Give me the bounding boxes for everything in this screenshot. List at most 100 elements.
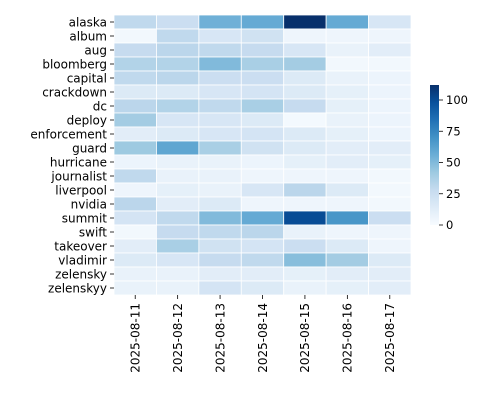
heatmap-cell-crackdown-2025-08-17 — [368, 84, 412, 100]
heatmap-cell-liverpool-2025-08-17 — [368, 182, 412, 198]
heatmap-cell-zelensky-2025-08-15 — [283, 266, 327, 282]
heatmap-cell-bloomberg-2025-08-11 — [113, 56, 157, 72]
heatmap-cell-hurricane-2025-08-13 — [198, 154, 242, 170]
x-tick-label-2025-08-17: 2025-08-17 — [383, 303, 397, 373]
heatmap-cell-enforcement-2025-08-12 — [156, 126, 200, 142]
heatmap-cell-summit-2025-08-15 — [283, 210, 327, 226]
heatmap-cell-zelenskyy-2025-08-14 — [240, 280, 285, 296]
heatmap-cell-bloomberg-2025-08-15 — [283, 56, 327, 72]
heatmap-cell-vladimir-2025-08-16 — [325, 252, 369, 268]
heatmap-cell-zelenskyy-2025-08-11 — [113, 280, 157, 296]
heatmap-cell-album-2025-08-11 — [113, 28, 157, 44]
heatmap-cell-liverpool-2025-08-11 — [113, 182, 157, 198]
heatmap-cell-aug-2025-08-11 — [113, 42, 157, 58]
y-tick-label-crackdown: crackdown — [42, 85, 107, 99]
heatmap-cell-zelenskyy-2025-08-16 — [325, 280, 369, 296]
heatmap-cell-summit-2025-08-12 — [156, 210, 200, 226]
heatmap-cell-guard-2025-08-17 — [368, 140, 412, 156]
heatmap-cell-guard-2025-08-13 — [198, 140, 242, 156]
heatmap-cell-bloomberg-2025-08-16 — [325, 56, 369, 72]
y-tick-label-aug: aug — [84, 43, 107, 57]
heatmap-cell-enforcement-2025-08-11 — [113, 126, 157, 142]
heatmap-cell-guard-2025-08-12 — [156, 140, 200, 156]
heatmap-cell-takeover-2025-08-11 — [113, 238, 157, 254]
heatmap-cell-hurricane-2025-08-14 — [240, 154, 285, 170]
x-tick-label-2025-08-12: 2025-08-12 — [171, 303, 185, 373]
heatmap-cell-deploy-2025-08-13 — [198, 112, 242, 128]
heatmap-cell-liverpool-2025-08-15 — [283, 182, 327, 198]
heatmap-cell-zelensky-2025-08-11 — [113, 266, 157, 282]
heatmap-cell-journalist-2025-08-14 — [240, 168, 285, 184]
heatmap-cell-zelenskyy-2025-08-12 — [156, 280, 200, 296]
heatmap-cell-nvidia-2025-08-15 — [283, 196, 327, 212]
heatmap-cell-capital-2025-08-11 — [113, 70, 157, 86]
heatmap-cell-capital-2025-08-14 — [240, 70, 285, 86]
y-tick-label-summit: summit — [62, 211, 108, 225]
heatmap-cell-liverpool-2025-08-13 — [198, 182, 242, 198]
heatmap-cell-deploy-2025-08-11 — [113, 112, 157, 128]
heatmap-cell-summit-2025-08-16 — [325, 210, 369, 226]
heatmap-cell-aug-2025-08-17 — [368, 42, 412, 58]
heatmap-cell-album-2025-08-12 — [156, 28, 200, 44]
heatmap-cell-album-2025-08-13 — [198, 28, 242, 44]
heatmap-cell-capital-2025-08-16 — [325, 70, 369, 86]
heatmap-cell-deploy-2025-08-16 — [325, 112, 369, 128]
x-tick-label-2025-08-15: 2025-08-15 — [298, 303, 312, 373]
heatmap-cell-album-2025-08-16 — [325, 28, 369, 44]
heatmap-cell-aug-2025-08-15 — [283, 42, 327, 58]
heatmap-cell-liverpool-2025-08-12 — [156, 182, 200, 198]
heatmap-cell-deploy-2025-08-17 — [368, 112, 412, 128]
heatmap-cell-zelensky-2025-08-14 — [240, 266, 285, 282]
heatmap-cell-alaska-2025-08-17 — [368, 14, 412, 30]
heatmap-cell-swift-2025-08-15 — [283, 224, 327, 240]
heatmap-cell-dc-2025-08-13 — [198, 98, 242, 114]
heatmap-cell-swift-2025-08-12 — [156, 224, 200, 240]
y-tick-labels: alaskaalbumaugbloombergcapitalcrackdownd… — [30, 15, 114, 295]
colorbar-gradient — [430, 85, 439, 225]
heatmap-cell-dc-2025-08-15 — [283, 98, 327, 114]
heatmap-cell-crackdown-2025-08-13 — [198, 84, 242, 100]
y-tick-label-enforcement: enforcement — [30, 127, 107, 141]
heatmap-cell-vladimir-2025-08-12 — [156, 252, 200, 268]
y-tick-label-capital: capital — [67, 71, 107, 85]
heatmap-cell-nvidia-2025-08-16 — [325, 196, 369, 212]
y-tick-label-hurricane: hurricane — [50, 155, 107, 169]
heatmap-cell-nvidia-2025-08-14 — [240, 196, 285, 212]
colorbar-tick-label-50: 50 — [446, 156, 461, 170]
y-tick-label-alaska: alaska — [69, 15, 107, 29]
heatmap-cell-swift-2025-08-11 — [113, 224, 157, 240]
colorbar: 0 25 50 75 100 — [430, 85, 468, 232]
heatmap-cell-liverpool-2025-08-16 — [325, 182, 369, 198]
heatmap-cell-bloomberg-2025-08-12 — [156, 56, 200, 72]
heatmap-cell-vladimir-2025-08-11 — [113, 252, 157, 268]
heatmap-cell-alaska-2025-08-14 — [240, 14, 285, 30]
heatmap-cell-guard-2025-08-11 — [113, 140, 157, 156]
y-tick-label-dc: dc — [93, 99, 107, 113]
heatmap-cell-zelenskyy-2025-08-17 — [368, 280, 412, 296]
heatmap-cell-journalist-2025-08-12 — [156, 168, 200, 184]
heatmap-cell-swift-2025-08-13 — [198, 224, 242, 240]
heatmap-cell-takeover-2025-08-12 — [156, 238, 200, 254]
heatmap-cell-summit-2025-08-17 — [368, 210, 412, 226]
x-tick-label-2025-08-14: 2025-08-14 — [256, 303, 270, 373]
heatmap-cell-dc-2025-08-11 — [113, 98, 157, 114]
heatmap-cell-guard-2025-08-15 — [283, 140, 327, 156]
y-tick-label-nvidia: nvidia — [71, 197, 107, 211]
heatmap-cell-aug-2025-08-14 — [240, 42, 285, 58]
heatmap-cell-hurricane-2025-08-17 — [368, 154, 412, 170]
y-tick-label-swift: swift — [79, 225, 107, 239]
heatmap-cell-bloomberg-2025-08-13 — [198, 56, 242, 72]
heatmap-cell-journalist-2025-08-17 — [368, 168, 412, 184]
colorbar-tick-label-25: 25 — [446, 187, 461, 201]
x-tick-labels: 2025-08-11 2025-08-12 2025-08-13 2025-08-14… — [129, 295, 397, 373]
heatmap-cell-enforcement-2025-08-16 — [325, 126, 369, 142]
heatmap-cell-zelensky-2025-08-13 — [198, 266, 242, 282]
heatmap-cell-capital-2025-08-17 — [368, 70, 412, 86]
heatmap-cell-hurricane-2025-08-11 — [113, 154, 157, 170]
y-tick-label-vladimir: vladimir — [58, 253, 107, 267]
heatmap-cell-album-2025-08-15 — [283, 28, 327, 44]
heatmap-cell-bloomberg-2025-08-14 — [240, 56, 285, 72]
x-tick-label-2025-08-11: 2025-08-11 — [129, 303, 143, 373]
y-tick-label-zelensky: zelensky — [55, 267, 107, 281]
heatmap-cell-journalist-2025-08-15 — [283, 168, 327, 184]
